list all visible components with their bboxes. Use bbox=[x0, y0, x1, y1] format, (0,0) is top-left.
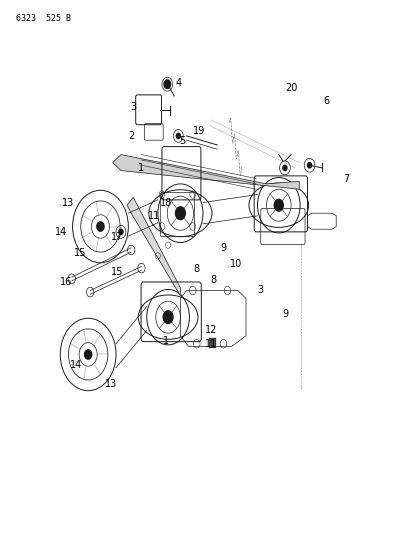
Text: 11: 11 bbox=[147, 211, 160, 221]
Text: 14: 14 bbox=[55, 227, 67, 237]
Text: 18: 18 bbox=[160, 198, 172, 207]
Circle shape bbox=[119, 229, 123, 235]
FancyBboxPatch shape bbox=[208, 338, 216, 348]
Text: 15: 15 bbox=[74, 248, 86, 258]
Text: 16: 16 bbox=[59, 278, 72, 287]
Text: 1: 1 bbox=[138, 163, 144, 173]
Text: 10: 10 bbox=[229, 259, 241, 269]
Text: 6: 6 bbox=[322, 96, 328, 106]
Circle shape bbox=[176, 133, 180, 139]
Text: 4: 4 bbox=[175, 78, 181, 87]
Circle shape bbox=[84, 350, 92, 359]
Text: 1: 1 bbox=[163, 336, 169, 346]
Circle shape bbox=[163, 311, 173, 324]
Circle shape bbox=[97, 222, 104, 231]
Text: 7: 7 bbox=[342, 174, 349, 183]
Text: 11: 11 bbox=[204, 339, 217, 349]
Polygon shape bbox=[112, 155, 299, 189]
Text: 8: 8 bbox=[210, 275, 216, 285]
Text: 3: 3 bbox=[130, 102, 136, 111]
Text: 8: 8 bbox=[193, 264, 199, 274]
Polygon shape bbox=[127, 197, 180, 296]
Text: 20: 20 bbox=[284, 83, 297, 93]
Text: 2: 2 bbox=[128, 131, 134, 141]
Text: 17: 17 bbox=[110, 232, 123, 242]
Text: 19: 19 bbox=[192, 126, 204, 135]
Text: 13: 13 bbox=[61, 198, 74, 207]
Circle shape bbox=[175, 207, 185, 220]
Text: 9: 9 bbox=[281, 310, 287, 319]
Text: 14: 14 bbox=[70, 360, 82, 370]
Circle shape bbox=[274, 199, 283, 211]
Circle shape bbox=[164, 80, 170, 88]
Text: 6323  525 B: 6323 525 B bbox=[16, 14, 71, 23]
Text: 5: 5 bbox=[179, 136, 185, 146]
Text: 15: 15 bbox=[110, 267, 123, 277]
Circle shape bbox=[282, 165, 286, 171]
Text: 3: 3 bbox=[257, 286, 263, 295]
Text: 12: 12 bbox=[204, 326, 217, 335]
Text: 9: 9 bbox=[220, 243, 226, 253]
Circle shape bbox=[307, 163, 311, 168]
Text: 13: 13 bbox=[104, 379, 117, 389]
